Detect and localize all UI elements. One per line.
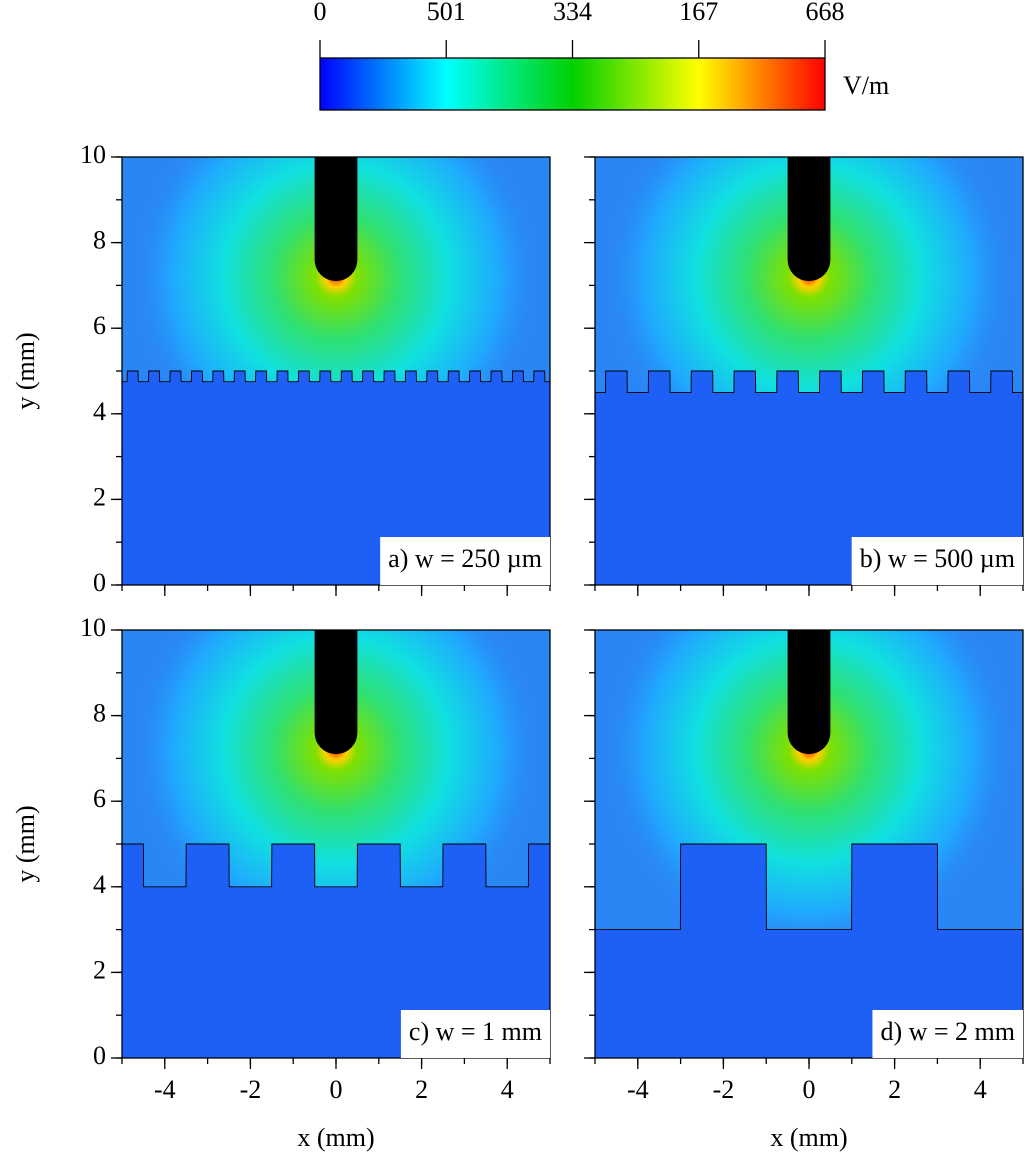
electrode bbox=[787, 157, 831, 282]
field bbox=[595, 630, 1023, 1058]
y-tick-label: 4 bbox=[93, 870, 106, 899]
x-tick-label: 4 bbox=[501, 1075, 514, 1104]
x-axis-label: x (mm) bbox=[297, 1123, 374, 1152]
y-tick-label: 8 bbox=[93, 699, 106, 728]
field bbox=[122, 157, 550, 585]
field bbox=[595, 157, 1023, 585]
annotation-box bbox=[400, 1010, 550, 1058]
field bbox=[122, 630, 550, 1058]
x-tick-label: 2 bbox=[415, 1075, 428, 1104]
x-tick-label: 0 bbox=[803, 1075, 816, 1104]
y-tick-label: 10 bbox=[80, 613, 106, 642]
y-axis-label: y (mm) bbox=[11, 332, 40, 409]
x-tick-label: 0 bbox=[330, 1075, 343, 1104]
colorbar-tick-label: 501 bbox=[427, 0, 466, 26]
x-tick-label: -2 bbox=[240, 1075, 262, 1104]
x-tick-label: 2 bbox=[888, 1075, 901, 1104]
y-tick-label: 6 bbox=[93, 311, 106, 340]
panel: 0 2 4 6 8 10 y (mm) a) w = 250 µm bbox=[11, 140, 551, 597]
electrode bbox=[314, 630, 358, 755]
annotation-box bbox=[872, 1010, 1023, 1058]
colorbar-unit: V/m bbox=[843, 71, 889, 100]
annotation-box bbox=[380, 537, 550, 585]
panel: -4 -2 0 2 4 x (mm) d) w = 2 mm bbox=[584, 629, 1024, 1152]
substrate bbox=[122, 370, 550, 585]
field-glow bbox=[130, 630, 542, 956]
electrode bbox=[314, 157, 358, 282]
electrode bbox=[787, 630, 831, 755]
y-tick-label: 6 bbox=[93, 784, 106, 813]
y-tick-label: 10 bbox=[80, 140, 106, 169]
y-tick-label: 8 bbox=[93, 226, 106, 255]
colorbar-tick-label: 334 bbox=[553, 0, 592, 26]
substrate bbox=[122, 843, 550, 1058]
y-tick-label: 4 bbox=[93, 397, 106, 426]
colorbar-tick-label: 668 bbox=[806, 0, 845, 26]
y-axis-label: y (mm) bbox=[11, 805, 40, 882]
colorbar-tick-label: 0 bbox=[314, 0, 327, 26]
x-tick-label: 4 bbox=[974, 1075, 987, 1104]
substrate bbox=[595, 370, 1023, 585]
substrate bbox=[595, 843, 1023, 1058]
panel-annotation: b) w = 500 µm bbox=[860, 544, 1015, 573]
y-tick-label: 0 bbox=[93, 568, 106, 597]
panel: b) w = 500 µm bbox=[584, 156, 1024, 596]
x-tick-label: -4 bbox=[154, 1075, 176, 1104]
panel-annotation: c) w = 1 mm bbox=[409, 1017, 542, 1046]
panel-annotation: d) w = 2 mm bbox=[880, 1017, 1015, 1046]
y-tick-label: 0 bbox=[93, 1041, 106, 1070]
x-tick-label: -2 bbox=[713, 1075, 735, 1104]
panel: -4 -2 0 2 4 0 2 4 6 8 10 x (mm) y (mm) c) w = 1 mm bbox=[11, 613, 551, 1152]
y-tick-label: 2 bbox=[93, 955, 106, 984]
x-axis-label: x (mm) bbox=[770, 1123, 847, 1152]
y-tick-label: 2 bbox=[93, 482, 106, 511]
colorbar-tick-label: 167 bbox=[679, 0, 718, 26]
annotation-box bbox=[851, 537, 1023, 585]
x-tick-label: -4 bbox=[627, 1075, 649, 1104]
panel-annotation: a) w = 250 µm bbox=[388, 544, 542, 573]
colorbar bbox=[319, 57, 826, 111]
